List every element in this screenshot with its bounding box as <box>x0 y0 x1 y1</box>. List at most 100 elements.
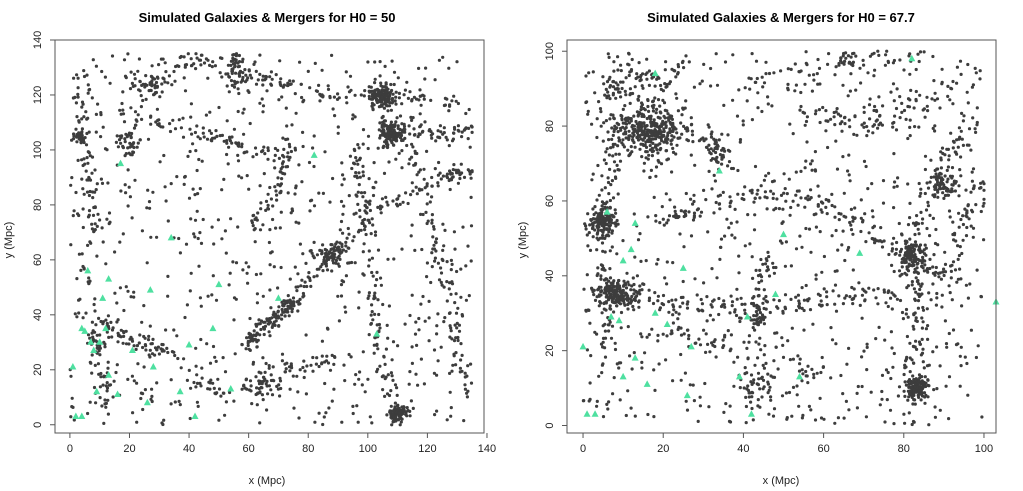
galaxy-point <box>616 285 620 289</box>
galaxy-point <box>846 248 850 252</box>
galaxy-point <box>463 383 467 387</box>
galaxy-point <box>342 363 346 367</box>
galaxy-point <box>251 339 255 343</box>
galaxy-point <box>603 322 607 326</box>
galaxy-point <box>615 304 619 308</box>
galaxy-point <box>370 303 374 307</box>
galaxy-point <box>597 304 601 308</box>
galaxy-point <box>759 184 763 188</box>
galaxy-point <box>607 329 611 333</box>
galaxy-point <box>274 226 278 230</box>
galaxy-point <box>365 211 369 215</box>
galaxy-point <box>76 212 80 216</box>
galaxy-point <box>439 345 443 349</box>
galaxy-point <box>936 190 940 194</box>
galaxy-point <box>928 180 932 184</box>
galaxy-point <box>863 298 867 302</box>
galaxy-point <box>847 153 851 157</box>
y-tick-label: 40 <box>544 270 556 282</box>
galaxy-point <box>264 74 268 79</box>
galaxy-point <box>260 382 264 386</box>
galaxy-point <box>208 110 212 114</box>
galaxy-point <box>321 269 325 273</box>
galaxy-point <box>839 56 843 60</box>
galaxy-point <box>101 240 105 244</box>
galaxy-point <box>695 293 699 297</box>
galaxy-point <box>309 284 313 288</box>
galaxy-point <box>334 242 338 246</box>
galaxy-point <box>260 97 264 101</box>
galaxy-point <box>584 224 588 228</box>
galaxy-point <box>832 110 836 115</box>
galaxy-point <box>220 75 224 79</box>
galaxy-point <box>400 102 404 106</box>
galaxy-point <box>755 318 759 322</box>
galaxy-point <box>177 236 181 241</box>
galaxy-point <box>911 324 915 328</box>
galaxy-point <box>320 262 324 266</box>
galaxy-point <box>671 379 675 383</box>
galaxy-point <box>224 400 228 404</box>
galaxy-point <box>602 223 606 227</box>
galaxy-point <box>871 131 875 135</box>
galaxy-point <box>819 208 823 212</box>
galaxy-point <box>881 179 886 183</box>
galaxy-point <box>158 160 162 164</box>
galaxy-point <box>707 405 711 409</box>
galaxy-point <box>761 301 765 305</box>
galaxy-point <box>385 200 389 204</box>
galaxy-point <box>294 220 298 224</box>
galaxy-point <box>142 334 146 339</box>
galaxy-point <box>907 382 911 386</box>
galaxy-point <box>950 87 954 91</box>
galaxy-point <box>621 107 625 111</box>
galaxy-point <box>862 159 867 163</box>
galaxy-point <box>616 68 620 72</box>
galaxy-point <box>806 364 810 368</box>
galaxy-point <box>684 99 688 103</box>
galaxy-point <box>756 188 760 192</box>
galaxy-point <box>201 126 205 130</box>
galaxy-point <box>840 243 844 247</box>
galaxy-point <box>788 122 792 126</box>
galaxy-point <box>333 355 337 359</box>
merger-point <box>114 390 122 398</box>
galaxy-point <box>422 177 426 181</box>
galaxy-point <box>921 217 925 221</box>
galaxy-point <box>619 310 624 315</box>
galaxy-point <box>948 98 952 102</box>
galaxy-point <box>302 359 306 363</box>
galaxy-point <box>278 59 282 63</box>
galaxy-point <box>892 99 896 103</box>
galaxy-point <box>661 332 665 336</box>
galaxy-point <box>140 229 144 233</box>
galaxy-point <box>609 287 613 291</box>
galaxy-point <box>750 188 754 192</box>
galaxy-point <box>616 55 620 59</box>
panel-h0-50: Simulated Galaxies & Mergers for H0 = 50… <box>3 10 496 487</box>
galaxy-point <box>95 333 99 337</box>
galaxy-point <box>664 120 668 124</box>
galaxy-point <box>456 168 460 172</box>
galaxy-point <box>273 166 277 170</box>
galaxy-point <box>288 277 292 281</box>
galaxy-point <box>800 286 804 290</box>
galaxy-point <box>931 54 935 59</box>
galaxy-point <box>727 226 731 230</box>
galaxy-point <box>184 242 189 246</box>
galaxy-point <box>166 81 170 85</box>
galaxy-point <box>963 355 967 359</box>
galaxy-point <box>160 342 164 347</box>
galaxy-point <box>254 69 258 73</box>
galaxy-point <box>336 245 341 249</box>
galaxy-point <box>661 98 665 102</box>
galaxy-point <box>177 118 181 122</box>
galaxy-point <box>742 386 746 390</box>
galaxy-point <box>153 92 157 96</box>
galaxy-point <box>280 300 284 304</box>
galaxy-point <box>358 156 362 160</box>
galaxy-point <box>889 330 894 334</box>
galaxy-point <box>357 183 361 187</box>
galaxy-point <box>268 317 272 321</box>
galaxy-point <box>79 138 83 142</box>
